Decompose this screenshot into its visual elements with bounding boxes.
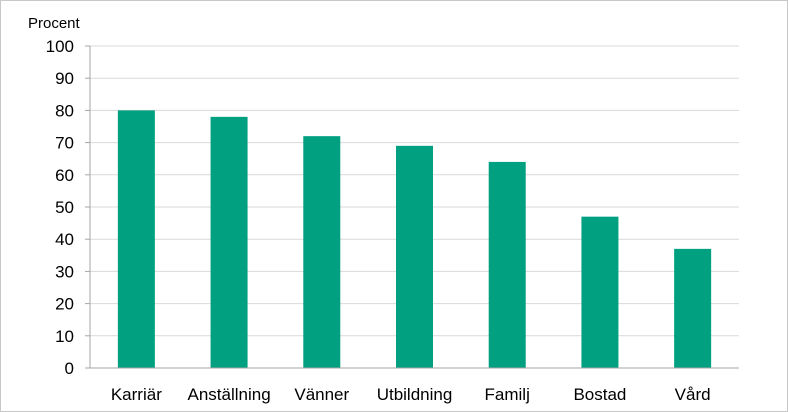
bar-bostad — [581, 216, 619, 368]
bar-utbildning — [396, 145, 433, 368]
y-tick-labels: 0 10 20 30 40 50 60 70 80 90 100 — [46, 37, 74, 378]
y-tick-label-90: 90 — [55, 69, 74, 88]
y-axis-title: Procent — [28, 15, 81, 32]
y-tick-label-20: 20 — [55, 295, 74, 314]
y-tick-label-30: 30 — [55, 262, 74, 281]
bars — [117, 110, 712, 369]
x-tick-label-vård: Vård — [675, 385, 711, 404]
x-tick-label-karriär: Karriär — [111, 385, 162, 404]
x-tick-labels: Karriär Anställning Vänner Utbildning Familj… — [111, 385, 711, 404]
bar-karriär — [117, 110, 155, 369]
x-tick-label-bostad: Bostad — [573, 385, 626, 404]
x-tick-label-utbildning: Utbildning — [377, 385, 453, 404]
bar-vänner — [303, 136, 341, 368]
y-tick-label-40: 40 — [55, 230, 74, 249]
y-tick-label-80: 80 — [55, 101, 74, 120]
y-tick-label-50: 50 — [55, 198, 74, 217]
y-tick-label-100: 100 — [46, 37, 74, 56]
x-tick-label-familj: Familj — [485, 385, 530, 404]
axes — [85, 45, 739, 369]
y-tick-label-10: 10 — [55, 327, 74, 346]
bar-anställning — [210, 116, 248, 368]
y-tick-label-60: 60 — [55, 166, 74, 185]
y-tick-label-0: 0 — [65, 359, 74, 378]
x-tick-label-vänner: Vänner — [294, 385, 349, 404]
x-tick-label-anställning: Anställning — [187, 385, 270, 404]
bar-familj — [488, 161, 526, 368]
y-tick-label-70: 70 — [55, 134, 74, 153]
bar-vård — [674, 248, 712, 368]
